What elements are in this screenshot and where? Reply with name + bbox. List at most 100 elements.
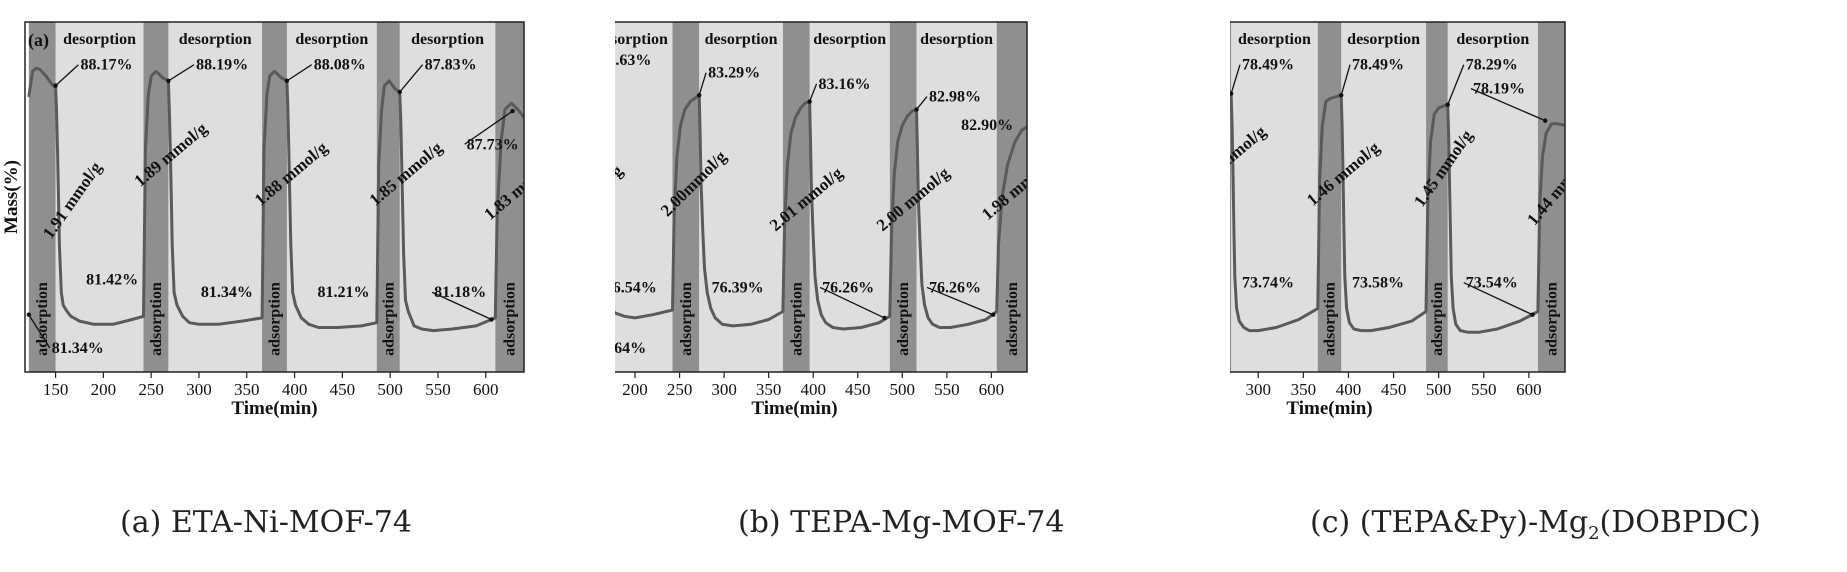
- desorption-label: desorption: [705, 31, 778, 48]
- x-tick-label: 200: [622, 380, 648, 399]
- x-axis-label: Time(min): [231, 398, 317, 419]
- adsorption-label: adsorption: [267, 282, 284, 356]
- annotation-arrow: [28, 314, 51, 349]
- annotation-label: 73.54%: [1466, 275, 1518, 292]
- annotation-label: 83.16%: [819, 76, 871, 93]
- desorption-band: [1231, 22, 1318, 372]
- annotation-arrow-head: [1542, 118, 1548, 123]
- caption-c-suffix: (DOBPDC): [1599, 505, 1761, 540]
- x-tick-label: 400: [800, 380, 826, 399]
- adsorption-band: [1537, 22, 1565, 372]
- annotation-arrow-head: [26, 312, 32, 317]
- desorption-band: [1341, 22, 1427, 372]
- adsorption-label: adsorption: [502, 282, 519, 356]
- x-tick-label: 600: [979, 380, 1005, 399]
- x-tick-label: 300: [1245, 380, 1271, 399]
- annotation-label: 88.19%: [196, 57, 248, 74]
- annotation-arrow: [464, 110, 513, 145]
- adsorption-band: [1230, 22, 1232, 372]
- annotation-arrow-head: [914, 107, 919, 112]
- caption-c-prefix: (c) (TEPA&Py)-Mg: [1310, 505, 1589, 540]
- annotation-label: 73.74%: [1242, 275, 1294, 292]
- x-tick-label: 600: [1516, 380, 1542, 399]
- desorption-label: desorption: [615, 31, 668, 48]
- mass-series-line: [27, 66, 524, 333]
- x-tick-label: 150: [43, 380, 69, 399]
- adsorption-label: adsorption: [1543, 282, 1560, 356]
- annotation-label: 76.39%: [712, 279, 764, 296]
- plot-area: desorptiondesorptiondesorptiondesorption…: [1230, 22, 1565, 372]
- annotation-label: 78.49%: [1242, 57, 1294, 74]
- annotation-label: 81.34%: [52, 340, 104, 357]
- annotation-label: 81.21%: [318, 284, 370, 301]
- plot-frame: [615, 21, 1028, 373]
- adsorption-band: [143, 22, 169, 372]
- annotation-arrow: [1447, 64, 1465, 105]
- annotation-arrow-head: [696, 92, 702, 98]
- caption-a: (a) ETA-Ni-MOF-74: [120, 505, 412, 540]
- adsorption-band: [782, 22, 810, 372]
- x-tick-label: 550: [934, 380, 960, 399]
- x-tick-label: 350: [1291, 380, 1317, 399]
- x-tick-label: 450: [845, 380, 871, 399]
- caption-c-subscript: 2: [1588, 523, 1600, 544]
- panel-label: (a): [28, 30, 49, 51]
- x-tick-label: 400: [282, 380, 308, 399]
- desorption-label: desorption: [295, 31, 368, 48]
- plot-area: desorption desorption desorption desorption…: [615, 22, 1027, 372]
- adsorption-label: adsorption: [788, 282, 805, 356]
- x-tick-label: 200: [91, 380, 117, 399]
- annotation-arrow: [168, 64, 195, 82]
- desorption-label: desorption: [1456, 31, 1529, 48]
- annotation-arrow: [1340, 64, 1351, 96]
- x-tick-label: 500: [377, 380, 403, 399]
- annotation-arrow-head: [53, 83, 58, 88]
- desorption-band: [286, 22, 377, 372]
- desorption-band: [615, 22, 673, 372]
- x-tick-label: 350: [756, 380, 782, 399]
- annotation-label: 81.34%: [201, 284, 253, 301]
- annotation-label: 81.18%: [434, 284, 486, 301]
- annotation-arrow: [1463, 282, 1533, 316]
- desorption-label: desorption: [179, 31, 252, 48]
- mass-series-line: [1230, 92, 1565, 334]
- annotation-arrow-head: [166, 78, 171, 84]
- annotation-arrow-head: [807, 99, 812, 104]
- annotation-arrow-head: [284, 78, 290, 84]
- annotation-label: 88.08%: [314, 57, 366, 74]
- x-tick-label: 300: [186, 380, 212, 399]
- chart-panel-b: desorption desorption desorption desorption…: [615, 21, 1028, 419]
- y-axis-label: Mass(%): [1, 160, 22, 234]
- annotation-label: 82.90%: [961, 117, 1013, 134]
- annotation-label: 78.49%: [1352, 57, 1404, 74]
- x-axis-label: Time(min): [1286, 398, 1372, 419]
- adsorption-label: adsorption: [1322, 282, 1339, 356]
- annotation-label: 76.26%: [929, 279, 981, 296]
- annotation-arrow: [819, 286, 885, 319]
- desorption-label: desorption: [813, 31, 886, 48]
- x-tick-label: 550: [1471, 380, 1497, 399]
- annotation-label: 78.29%: [1466, 57, 1518, 74]
- x-tick-label: 250: [138, 380, 164, 399]
- annotation-arrow-head: [489, 317, 494, 322]
- x-tick-label: 600: [473, 380, 499, 399]
- annotation-label: 82.98%: [929, 89, 981, 106]
- annotation-arrow: [926, 286, 994, 316]
- annotation-arrow-head: [1445, 102, 1450, 107]
- plot-frame: [24, 21, 525, 373]
- adsorption-band: [28, 22, 56, 372]
- x-tick-label: 450: [330, 380, 356, 399]
- plot-frame: [1230, 21, 1566, 373]
- annotation-arrow-head: [510, 108, 515, 114]
- desorption-label: desorption: [920, 31, 993, 48]
- x-tick-label: 350: [234, 380, 260, 399]
- caption-b: (b) TEPA-Mg-MOF-74: [738, 505, 1065, 540]
- x-axis-label: Time(min): [751, 398, 837, 419]
- annotation-label: 81.42%: [86, 272, 138, 289]
- annotation-label: 78.19%: [1473, 81, 1525, 98]
- annotation-arrow: [399, 64, 424, 93]
- chart-panel-a: desorption desorption desorption desorption…: [1, 21, 525, 419]
- annotation-arrow: [916, 96, 928, 110]
- x-tick-label: 500: [1426, 380, 1452, 399]
